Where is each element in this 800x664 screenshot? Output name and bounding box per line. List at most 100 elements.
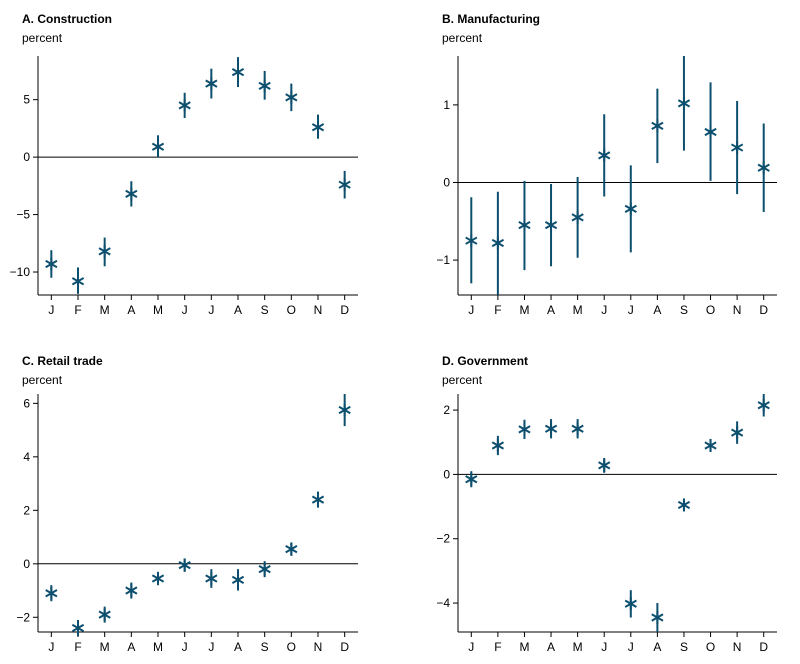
- y-tick-label: 6: [23, 396, 30, 410]
- data-point-marker: [205, 77, 218, 91]
- x-tick-label: N: [733, 640, 742, 654]
- chart-panel-1: A. Construction percent 5 0 −5 −10 J F M A M J J A S O N…: [10, 12, 358, 317]
- x-tick-label: S: [261, 303, 269, 317]
- marker-stroke: [518, 221, 531, 230]
- x-tick-label: D: [759, 640, 768, 654]
- y-tick-label: −1: [436, 253, 450, 267]
- data-point-marker: [258, 562, 271, 576]
- data-point-marker: [677, 96, 691, 110]
- x-tick-label: J: [601, 303, 607, 317]
- x-tick-label: D: [340, 640, 349, 654]
- x-tick-label: J: [601, 640, 607, 654]
- x-tick-label: D: [759, 303, 768, 317]
- data-point-marker: [151, 140, 165, 154]
- marker-stroke: [757, 163, 770, 172]
- marker-stroke: [98, 247, 111, 256]
- marker-stroke: [151, 574, 165, 583]
- y-tick-label: 2: [23, 503, 30, 517]
- marker-stroke: [465, 236, 478, 245]
- data-point-marker: [45, 257, 58, 271]
- y-tick-label: 4: [23, 450, 30, 464]
- x-tick-label: F: [74, 303, 81, 317]
- marker-stroke: [231, 67, 245, 77]
- x-tick-label: A: [234, 303, 242, 317]
- x-tick-label: J: [468, 303, 474, 317]
- data-point-marker: [178, 558, 191, 572]
- marker-stroke: [71, 623, 85, 633]
- x-tick-label: M: [153, 303, 163, 317]
- x-tick-label: A: [547, 303, 555, 317]
- marker-stroke: [544, 424, 558, 433]
- x-tick-label: N: [314, 303, 323, 317]
- marker-stroke: [624, 599, 637, 608]
- data-point-marker: [571, 210, 584, 224]
- x-tick-label: O: [287, 303, 296, 317]
- marker-stroke: [125, 586, 138, 595]
- x-tick-label: J: [182, 640, 188, 654]
- chart-panel-2: B. Manufacturing percent 1 0 −1 J F M A M J J A S O N D: [436, 12, 777, 317]
- x-tick-label: M: [519, 640, 529, 654]
- data-point-marker: [71, 621, 85, 635]
- data-point-marker: [311, 493, 325, 507]
- marker-stroke: [151, 142, 165, 151]
- marker-stroke: [571, 424, 584, 433]
- data-point-marker: [125, 187, 138, 201]
- marker-stroke: [651, 613, 664, 622]
- data-point-marker: [598, 148, 611, 162]
- data-point-marker: [465, 472, 478, 486]
- x-tick-label: M: [573, 303, 583, 317]
- x-tick-label: A: [127, 303, 135, 317]
- x-tick-label: J: [628, 303, 634, 317]
- marker-stroke: [45, 259, 58, 269]
- x-tick-label: F: [494, 303, 501, 317]
- marker-stroke: [624, 204, 637, 213]
- marker-stroke: [285, 544, 298, 554]
- marker-stroke: [125, 189, 138, 199]
- y-tick-label: −2: [436, 532, 450, 546]
- data-point-marker: [205, 572, 218, 586]
- x-tick-label: A: [653, 303, 661, 317]
- data-point-marker: [624, 202, 637, 216]
- data-point-marker: [704, 125, 717, 139]
- marker-stroke: [491, 238, 505, 248]
- x-tick-label: O: [706, 640, 715, 654]
- x-tick-label: S: [680, 303, 688, 317]
- data-point-marker: [518, 218, 531, 232]
- marker-stroke: [704, 127, 717, 137]
- marker-stroke: [518, 425, 531, 434]
- x-tick-label: J: [628, 640, 634, 654]
- data-point-marker: [491, 236, 505, 250]
- marker-stroke: [677, 99, 691, 108]
- marker-stroke: [311, 123, 325, 132]
- x-tick-label: M: [100, 303, 110, 317]
- x-tick-label: M: [573, 640, 583, 654]
- marker-stroke: [311, 495, 325, 504]
- data-point-marker: [598, 458, 611, 472]
- y-tick-label: 5: [23, 93, 30, 107]
- x-tick-label: J: [208, 303, 214, 317]
- chart-panel-3: C. Retail trade percent 6 4 2 0 −2 J F M A M J J A S O N D: [16, 354, 358, 654]
- data-point-marker: [544, 218, 558, 232]
- data-point-marker: [544, 422, 558, 436]
- y-axis-unit-label: percent: [442, 31, 483, 45]
- y-axis-unit-label: percent: [22, 373, 63, 387]
- marker-stroke: [205, 79, 218, 88]
- marker-stroke: [571, 213, 584, 222]
- x-tick-label: O: [706, 303, 715, 317]
- x-tick-label: J: [48, 303, 54, 317]
- x-tick-label: O: [287, 640, 296, 654]
- data-point-marker: [338, 178, 351, 192]
- y-tick-label: −5: [16, 208, 30, 222]
- data-point-marker: [491, 438, 505, 452]
- data-point-marker: [285, 542, 298, 556]
- panel-title: B. Manufacturing: [442, 12, 540, 26]
- marker-stroke: [704, 441, 717, 450]
- data-point-marker: [98, 244, 111, 258]
- data-point-marker: [677, 498, 691, 512]
- panel-title: A. Construction: [22, 12, 112, 26]
- y-tick-label: 0: [443, 175, 450, 189]
- x-tick-label: F: [494, 640, 501, 654]
- marker-stroke: [338, 180, 351, 189]
- marker-stroke: [285, 93, 298, 102]
